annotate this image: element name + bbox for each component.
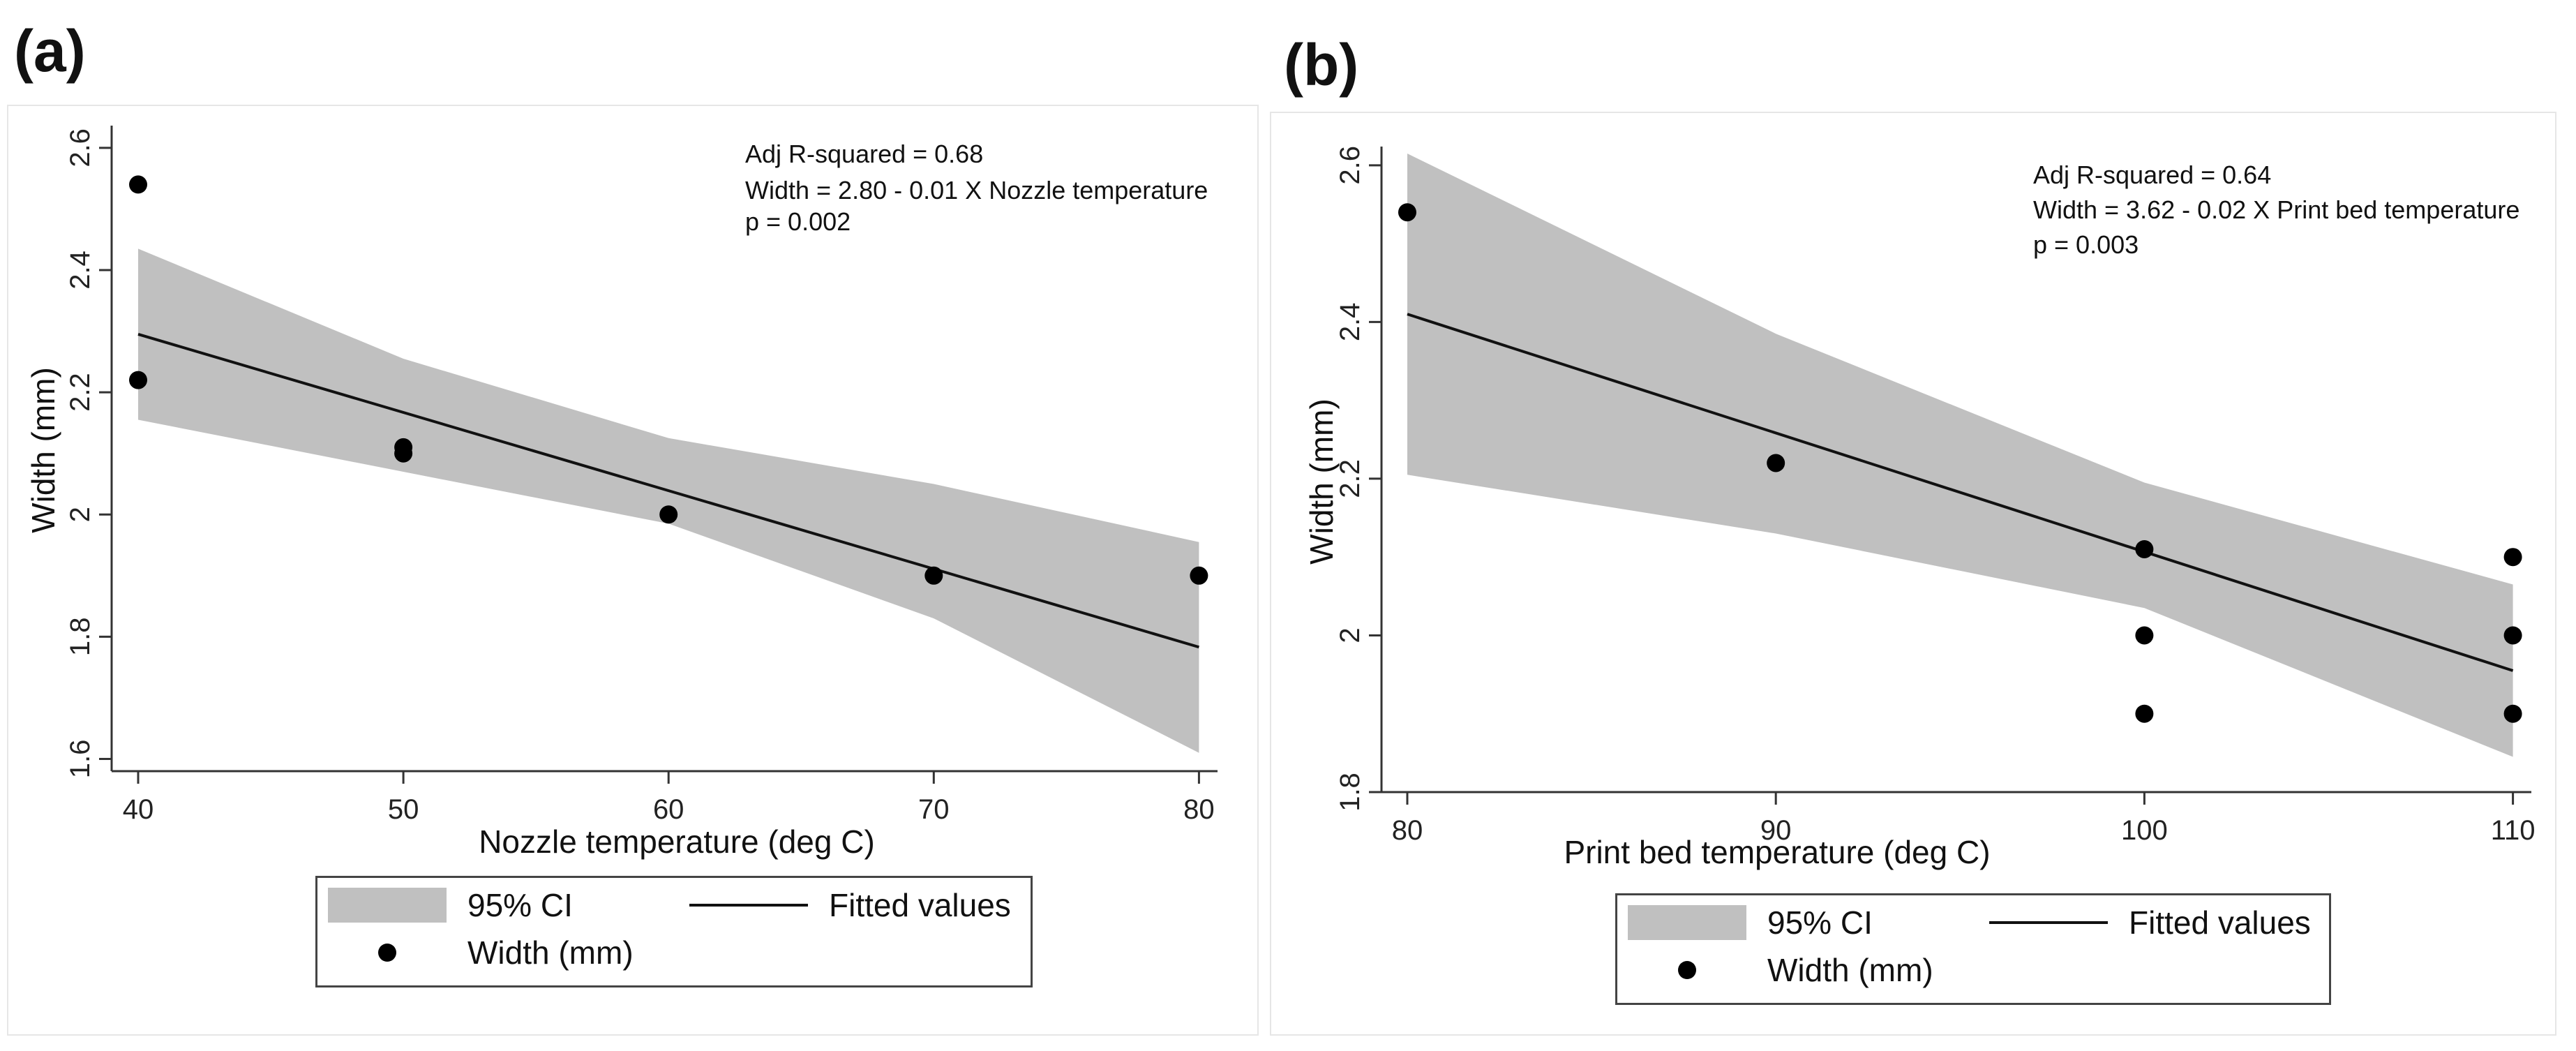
annotation-line: Width = 2.80 - 0.01 X Nozzle temperature <box>745 176 1208 204</box>
annotation-line: Width = 3.62 - 0.02 X Print bed temperat… <box>2033 195 2519 224</box>
x-tick-label: 80 <box>1183 794 1215 825</box>
data-point <box>2503 704 2522 723</box>
x-tick-label: 60 <box>653 794 684 825</box>
data-point <box>2135 626 2154 645</box>
y-tick-label: 2 <box>65 507 96 522</box>
legend-swatch-fit <box>689 904 808 907</box>
data-point <box>394 444 413 463</box>
legend-label-ci: 95% CI <box>467 887 573 923</box>
data-point <box>1398 203 1416 222</box>
x-tick-label: 90 <box>1760 815 1792 846</box>
y-tick-label: 2.6 <box>1335 146 1365 185</box>
x-tick-label: 70 <box>918 794 950 825</box>
legend-label-ci: 95% CI <box>1767 904 1873 941</box>
annotation-line: p = 0.002 <box>745 207 851 236</box>
legend-label-points: Width (mm) <box>467 934 634 971</box>
y-tick-label: 1.8 <box>65 618 96 657</box>
data-point <box>129 371 148 389</box>
data-point <box>659 505 678 524</box>
data-point <box>1190 566 1208 585</box>
legend-swatch-ci <box>328 888 447 923</box>
legend-item-points: Width (mm) <box>1628 951 1933 989</box>
data-point <box>924 566 943 585</box>
y-tick-label: 2.6 <box>65 128 96 167</box>
y-tick-label: 2.4 <box>1335 303 1365 342</box>
chart-a: 1.6 1.8 2 2.2 2.4 2.6 40 50 60 70 80 Adj R-squared… <box>25 126 1218 860</box>
panel-a: (a) 1.6 1.8 2 2.2 2.4 2.6 40 50 60 70 80 Adj R-squ… <box>0 0 1270 1051</box>
panel-b-frame <box>1270 112 2556 1036</box>
y-tick-label: 2 <box>1335 627 1365 643</box>
ci-band <box>138 248 1199 753</box>
panel-label-a: (a) <box>14 18 86 84</box>
annotation-line: p = 0.003 <box>2033 230 2139 259</box>
x-axis-label: Nozzle temperature (deg C) <box>479 823 875 860</box>
legend-item-ci: 95% CI <box>1628 904 1873 941</box>
legend-swatch-fit <box>1989 921 2108 924</box>
legend-item-fit: Fitted values <box>1989 904 2311 941</box>
y-tick-label: 2.2 <box>1335 459 1365 498</box>
x-tick-label: 110 <box>2491 815 2536 846</box>
y-tick-label: 2.4 <box>65 251 96 290</box>
x-tick-label: 100 <box>2121 815 2168 846</box>
data-point <box>2135 704 2154 723</box>
annotation-line: Adj R-squared = 0.64 <box>2033 161 2271 189</box>
legend: 95% CI Fitted values Width (mm) <box>315 876 1033 987</box>
x-tick-label: 80 <box>1392 815 1423 846</box>
x-tick-label: 50 <box>388 794 419 825</box>
data-point <box>1767 454 1785 472</box>
data-point <box>2503 548 2522 567</box>
y-axis-label: Width (mm) <box>1303 398 1340 565</box>
x-axis-label: Print bed temperature (deg C) <box>1564 834 1990 870</box>
ci-band <box>1407 154 2513 757</box>
panel-a-frame <box>7 105 1259 1036</box>
legend: 95% CI Fitted values Width (mm) <box>1615 893 2331 1005</box>
y-axis-label: Width (mm) <box>25 367 61 533</box>
fit-line <box>137 333 1199 649</box>
data-point <box>129 175 148 194</box>
fit-line <box>1407 313 2514 672</box>
y-tick-label: 1.8 <box>1335 773 1365 812</box>
data-point <box>2503 626 2522 645</box>
legend-label-points: Width (mm) <box>1767 952 1933 988</box>
y-tick-label: 1.6 <box>65 740 96 779</box>
legend-swatch-points <box>328 944 447 962</box>
y-tick-label: 2.2 <box>65 373 96 412</box>
legend-label-fit: Fitted values <box>829 887 1011 923</box>
chart-b: 1.8 2 2.2 2.4 2.6 80 90 100 110 Adj R-squared = … <box>1303 146 2536 870</box>
legend-swatch-ci <box>1628 905 1746 940</box>
legend-item-ci: 95% CI <box>328 886 573 924</box>
data-point <box>2135 539 2154 558</box>
legend-label-fit: Fitted values <box>2129 904 2311 941</box>
panel-b: (b) 1.8 2 2.2 2.4 2.6 80 90 100 110 Adj R-square… <box>1270 0 2576 1051</box>
legend-item-fit: Fitted values <box>689 886 1011 924</box>
x-tick-label: 40 <box>123 794 154 825</box>
panel-label-b: (b) <box>1284 32 1359 98</box>
annotation-line: Adj R-squared = 0.68 <box>745 140 983 168</box>
legend-item-points: Width (mm) <box>328 934 634 971</box>
legend-swatch-points <box>1628 961 1746 979</box>
